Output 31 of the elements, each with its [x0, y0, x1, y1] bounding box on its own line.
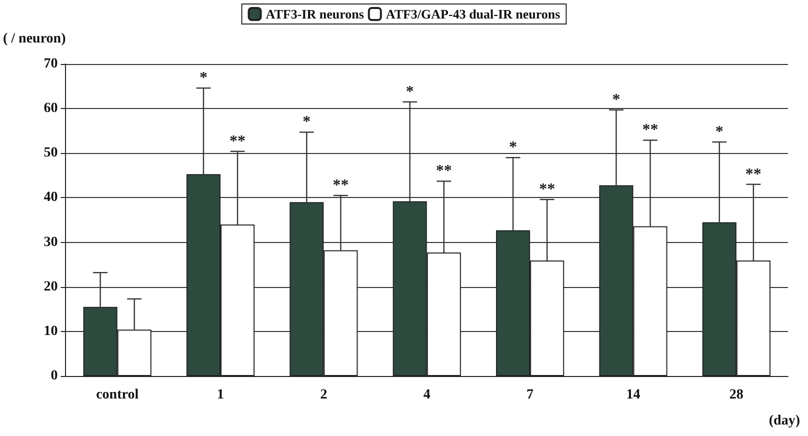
legend-label: ATF3-IR neurons [266, 6, 364, 22]
x-tick-label: control [96, 388, 139, 402]
x-tick-label: 28 [729, 388, 744, 402]
annotation: * [715, 124, 724, 140]
x-tick-label: 1 [217, 388, 224, 402]
annotation: ** [745, 166, 762, 183]
x-tick-label: 14 [626, 388, 640, 402]
annotation: ** [642, 122, 658, 139]
x-tick-label: 2 [320, 388, 328, 402]
y-tick-label: 50 [44, 146, 58, 161]
y-tick-label: 20 [44, 279, 58, 294]
x-tick-label: 7 [526, 388, 534, 402]
x-tick-label: 4 [423, 388, 430, 402]
y-tick-label: 10 [44, 324, 58, 339]
annotation: * [612, 91, 620, 108]
annotation: ** [230, 132, 246, 150]
annotation: ** [332, 176, 349, 194]
annotation: * [509, 139, 518, 156]
annotation: * [199, 70, 208, 87]
annotation: * [302, 114, 311, 131]
legend-label: ATF3/GAP-43 dual-IR neurons [386, 6, 560, 22]
x-axis-title: (day) [768, 414, 800, 428]
annotation: ** [539, 180, 556, 198]
y-axis-title: ( / neuron) [2, 32, 66, 46]
y-tick-label: 40 [44, 190, 58, 206]
y-tick-label: 0 [50, 368, 58, 384]
annotation: ** [436, 162, 452, 180]
y-tick-label: 30 [44, 234, 58, 250]
annotation: * [406, 83, 414, 100]
y-tick-label: 60 [44, 101, 58, 116]
y-tick-label: 70 [44, 56, 58, 72]
